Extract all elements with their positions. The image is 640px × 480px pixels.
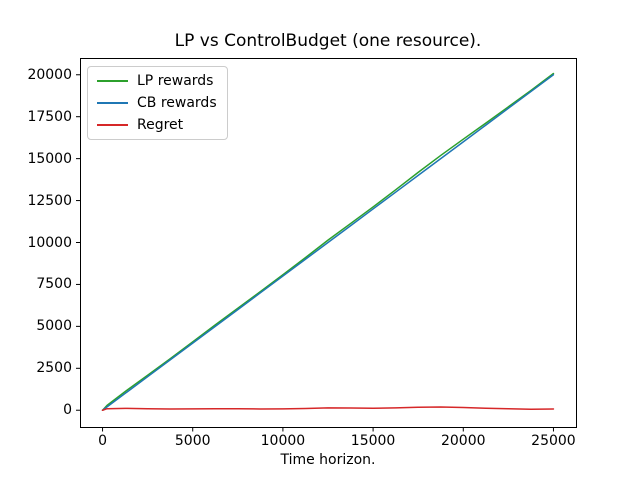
legend-label: Regret (137, 117, 184, 133)
y-tick-label: 5000 (36, 318, 72, 335)
lp-rewards-line-sample-icon (97, 80, 128, 82)
y-tick-label: 17500 (27, 108, 72, 125)
x-tick-label: 15000 (350, 433, 396, 449)
legend-label: LP rewards (137, 73, 214, 89)
plot-line-cb-rewards (101, 74, 555, 411)
plot-line-lp-rewards (101, 72, 555, 411)
legend-label: CB rewards (137, 95, 217, 111)
x-tick-label: 20000 (440, 433, 486, 449)
x-axis-label: Time horizon. (280, 452, 376, 468)
legend: LP rewards CB rewards Regret (87, 66, 228, 140)
axes-border (80, 58, 577, 428)
legend-item-regret: Regret (97, 117, 217, 133)
x-tick-label: 10000 (260, 433, 306, 449)
y-tick-label: 2500 (36, 360, 72, 377)
y-tick-label: 10000 (27, 234, 72, 251)
y-tick-label: 20000 (27, 66, 72, 83)
regret-line-sample-icon (97, 124, 128, 126)
y-tick-label: 15000 (27, 150, 72, 167)
x-tick-label: 5000 (174, 433, 211, 449)
plot-line-regret (101, 406, 555, 411)
x-tick-label: 25000 (531, 433, 576, 449)
legend-item-cb-rewards: CB rewards (97, 95, 217, 111)
y-tick-label: 0 (63, 402, 72, 419)
cb-rewards-line-sample-icon (97, 102, 128, 104)
y-tick-label: 12500 (27, 192, 72, 209)
y-tick-label: 7500 (36, 276, 72, 293)
x-tick-label: 0 (98, 433, 107, 449)
chart-title: LP vs ControlBudget (one resource). (174, 31, 482, 51)
legend-item-lp-rewards: LP rewards (97, 73, 217, 89)
